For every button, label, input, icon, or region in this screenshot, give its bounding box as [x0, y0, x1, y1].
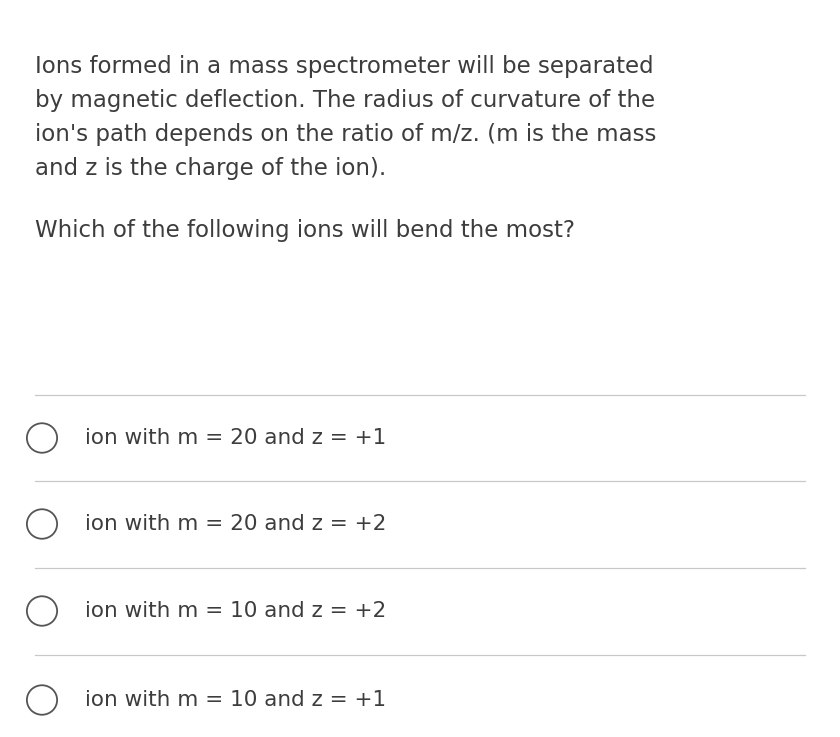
Text: and z is the charge of the ion).: and z is the charge of the ion). — [35, 157, 386, 180]
Text: by magnetic deflection. The radius of curvature of the: by magnetic deflection. The radius of cu… — [35, 89, 655, 112]
Text: ion with m = 10 and z = +1: ion with m = 10 and z = +1 — [85, 690, 386, 710]
Text: ion's path depends on the ratio of m/z. (m is the mass: ion's path depends on the ratio of m/z. … — [35, 123, 656, 146]
Text: Which of the following ions will bend the most?: Which of the following ions will bend th… — [35, 219, 575, 242]
Text: ion with m = 20 and z = +1: ion with m = 20 and z = +1 — [85, 428, 386, 448]
Text: ion with m = 20 and z = +2: ion with m = 20 and z = +2 — [85, 514, 386, 534]
Text: Ions formed in a mass spectrometer will be separated: Ions formed in a mass spectrometer will … — [35, 55, 654, 78]
Text: ion with m = 10 and z = +2: ion with m = 10 and z = +2 — [85, 601, 386, 621]
